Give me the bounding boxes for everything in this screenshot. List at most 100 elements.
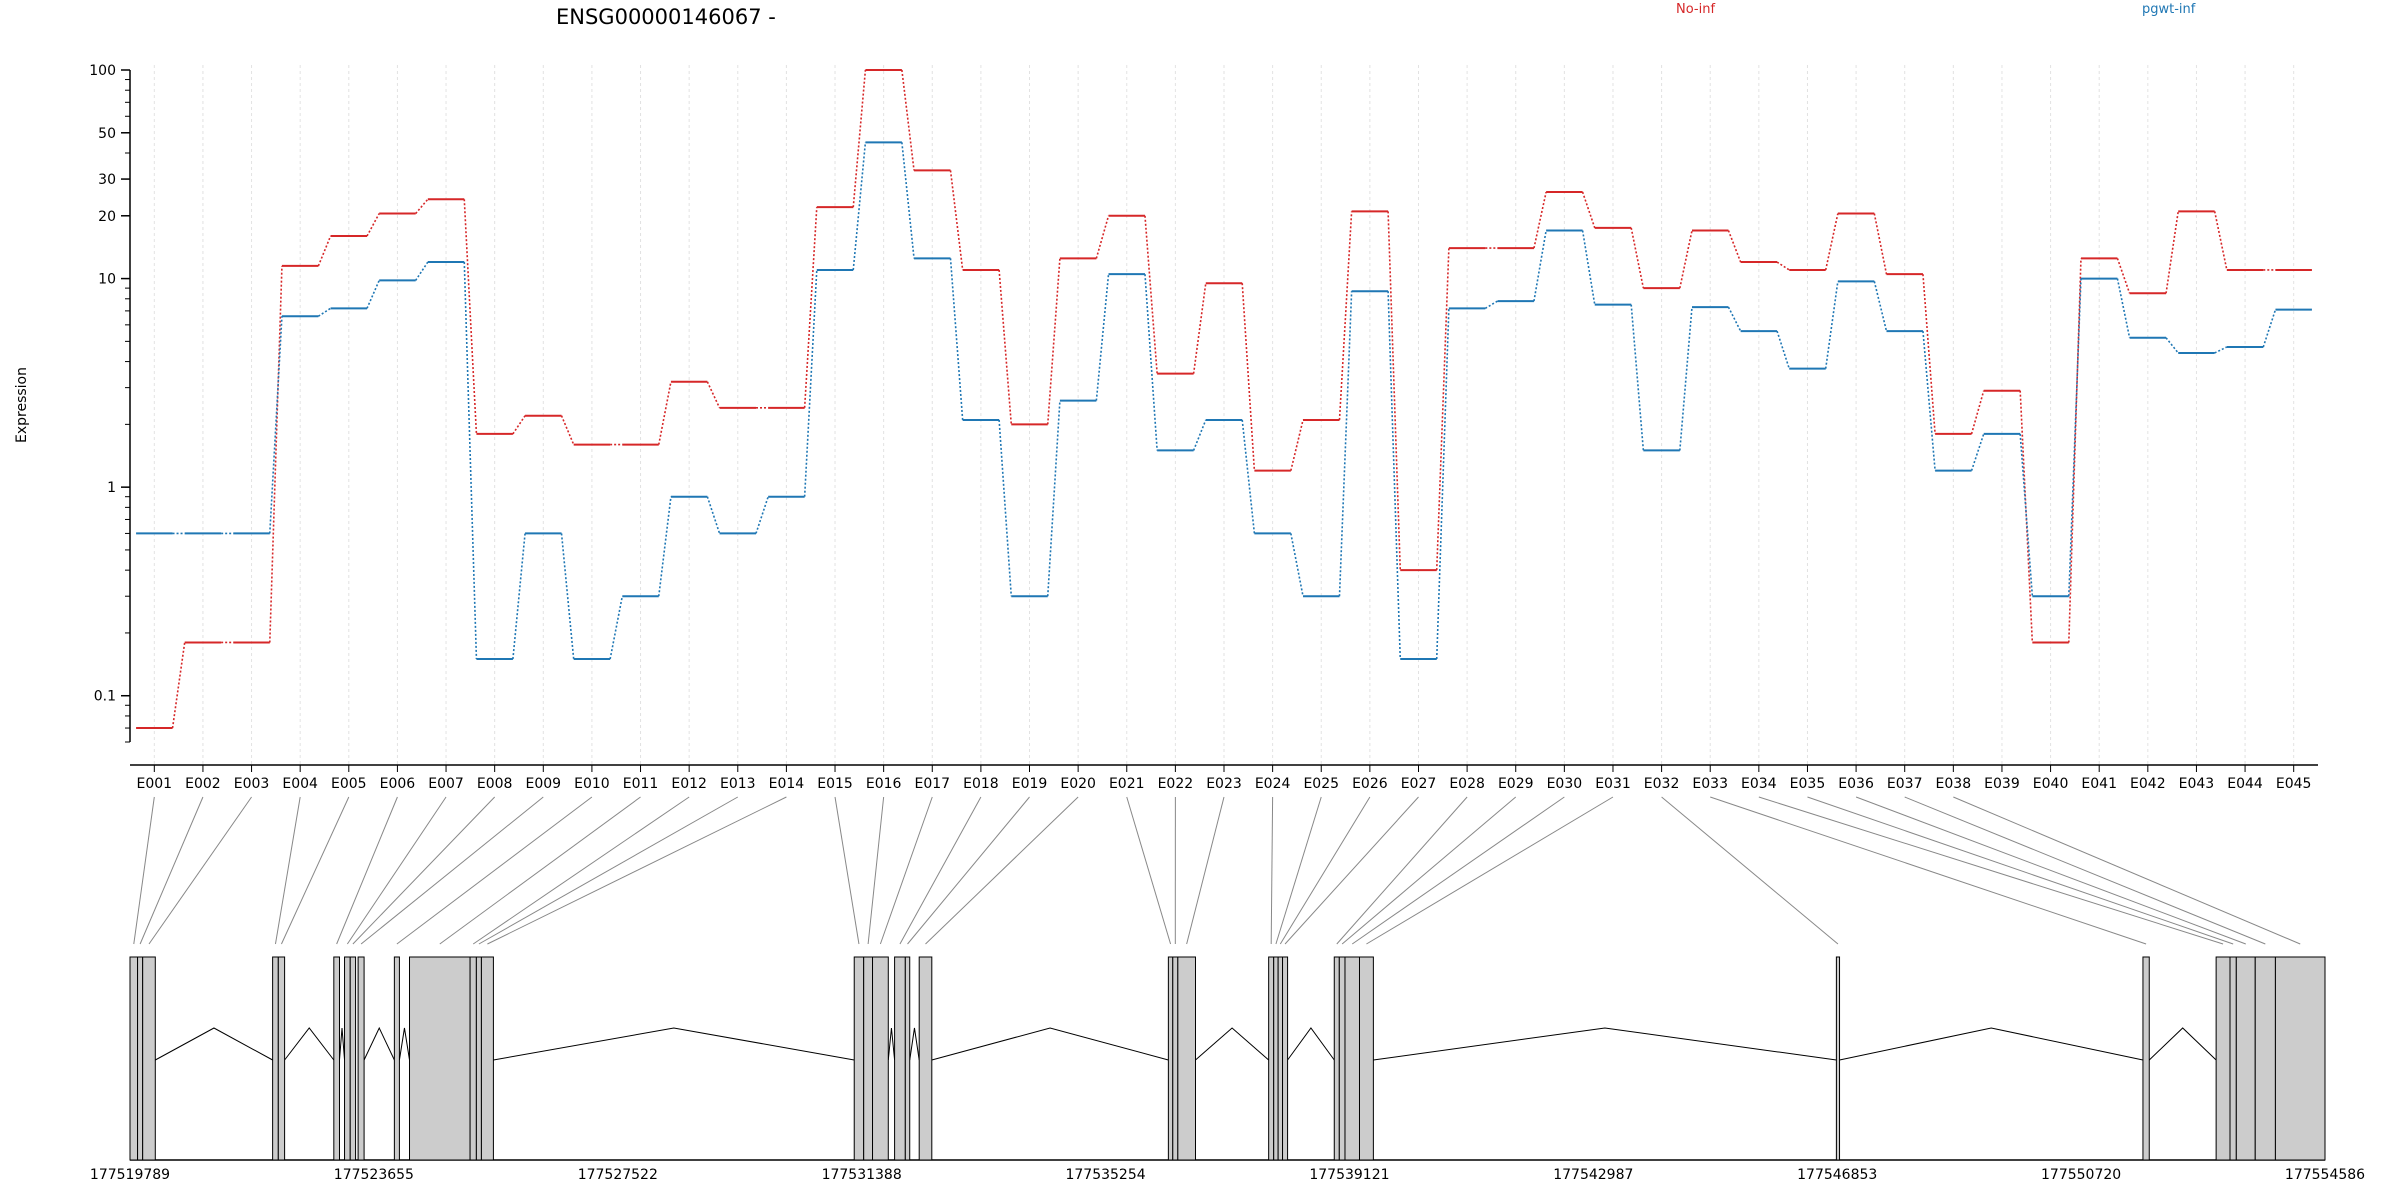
intron-line [1373,1028,1836,1060]
intron-line [1195,1028,1268,1060]
data-connector [1680,231,1692,289]
intron-line [2149,1028,2216,1060]
data-connector [1583,231,1595,305]
data-connector [416,262,428,280]
data-connector [951,258,963,420]
data-connector [1339,211,1351,420]
data-connector [999,270,1011,424]
data-connector [610,596,622,659]
coordinate-label: 177542987 [1553,1167,1633,1183]
data-connector [999,420,1011,596]
data-connector [2117,279,2129,338]
exon-connector [1271,797,1272,944]
data-connector [902,142,914,258]
exon-e034 [2216,957,2230,1160]
exon-connector [347,797,446,944]
data-connector [1339,291,1351,596]
x-tick-label: E044 [2227,776,2263,792]
exon-e015 [854,957,863,1160]
data-connector [707,382,719,408]
exon-e025 [1274,957,1278,1160]
x-tick-label: E043 [2179,776,2215,792]
data-connector [270,316,282,533]
exon-connector [1905,797,2266,944]
exon-connector [1127,797,1171,944]
exon-connector [1759,797,2223,944]
data-connector [513,416,525,434]
exon-e006 [334,957,340,1160]
data-connector [1583,192,1595,228]
data-connector [1291,533,1303,596]
exon-connector [473,797,689,944]
data-connector [2166,211,2178,293]
data-connector [2263,310,2275,347]
data-connector [951,170,963,270]
legend-no-inf[interactable]: No-inf [1676,2,1715,17]
y-tick-label: 0.1 [94,689,116,705]
x-tick-label: E002 [185,776,221,792]
data-connector [1534,231,1546,302]
intron-line [493,1028,854,1060]
coordinate-label: 177546853 [1797,1167,1877,1183]
x-tick-label: E013 [720,776,756,792]
y-tick-label: 20 [98,209,116,225]
exon-e019 [905,957,909,1160]
x-tick-label: E028 [1449,776,1485,792]
y-tick-label: 10 [98,272,116,288]
exon-connector [1187,797,1224,944]
exon-e036 [2236,957,2255,1160]
x-tick-label: E021 [1109,776,1145,792]
x-tick-label: E020 [1060,776,1096,792]
data-connector [2020,391,2032,643]
exon-e027 [1283,957,1288,1160]
data-connector [1728,231,1740,263]
data-connector [1291,420,1303,471]
x-tick-label: E036 [1838,776,1874,792]
coordinate-label: 177531388 [822,1167,902,1183]
data-connector [1631,305,1643,451]
x-tick-label: E042 [2130,776,2166,792]
exon-connector [479,797,738,944]
data-connector [270,266,282,643]
x-tick-label: E040 [2033,776,2069,792]
data-connector [173,642,185,728]
x-tick-label: E025 [1303,776,1339,792]
y-tick-label: 30 [98,172,116,188]
exon-e029 [1339,957,1345,1160]
exon-connector [275,797,300,944]
exon-connector [134,797,155,944]
x-tick-label: E038 [1936,776,1972,792]
exon-connector [835,797,859,944]
data-connector [1194,283,1206,373]
data-connector [2020,434,2032,596]
exon-connector [1285,797,1418,944]
data-connector [1048,258,1060,424]
data-connector [1972,434,1984,471]
x-tick-label: E027 [1401,776,1437,792]
x-tick-label: E004 [282,776,318,792]
x-tick-label: E019 [1012,776,1048,792]
chart-title: ENSG00000146067 - [556,5,776,29]
data-connector [513,533,525,659]
intron-line [364,1028,394,1060]
legend-pgwt-inf[interactable]: pgwt-inf [2142,2,2196,17]
y-tick-label: 1 [107,480,116,496]
exon-e037 [2255,957,2275,1160]
coordinate-label: 177550720 [2041,1167,2121,1183]
exon-connector [487,797,786,944]
data-connector [1242,420,1254,533]
data-connector [1972,391,1984,434]
intron-line [1288,1028,1335,1060]
exon-e002 [138,957,143,1160]
exon-e009 [358,957,364,1160]
exon-e008 [350,957,355,1160]
exon-e013 [476,957,481,1160]
exon-e038 [2275,957,2325,1160]
data-connector [1048,401,1060,597]
exon-e012 [470,957,476,1160]
exon-connector [1710,797,2146,944]
data-connector [1631,228,1643,288]
